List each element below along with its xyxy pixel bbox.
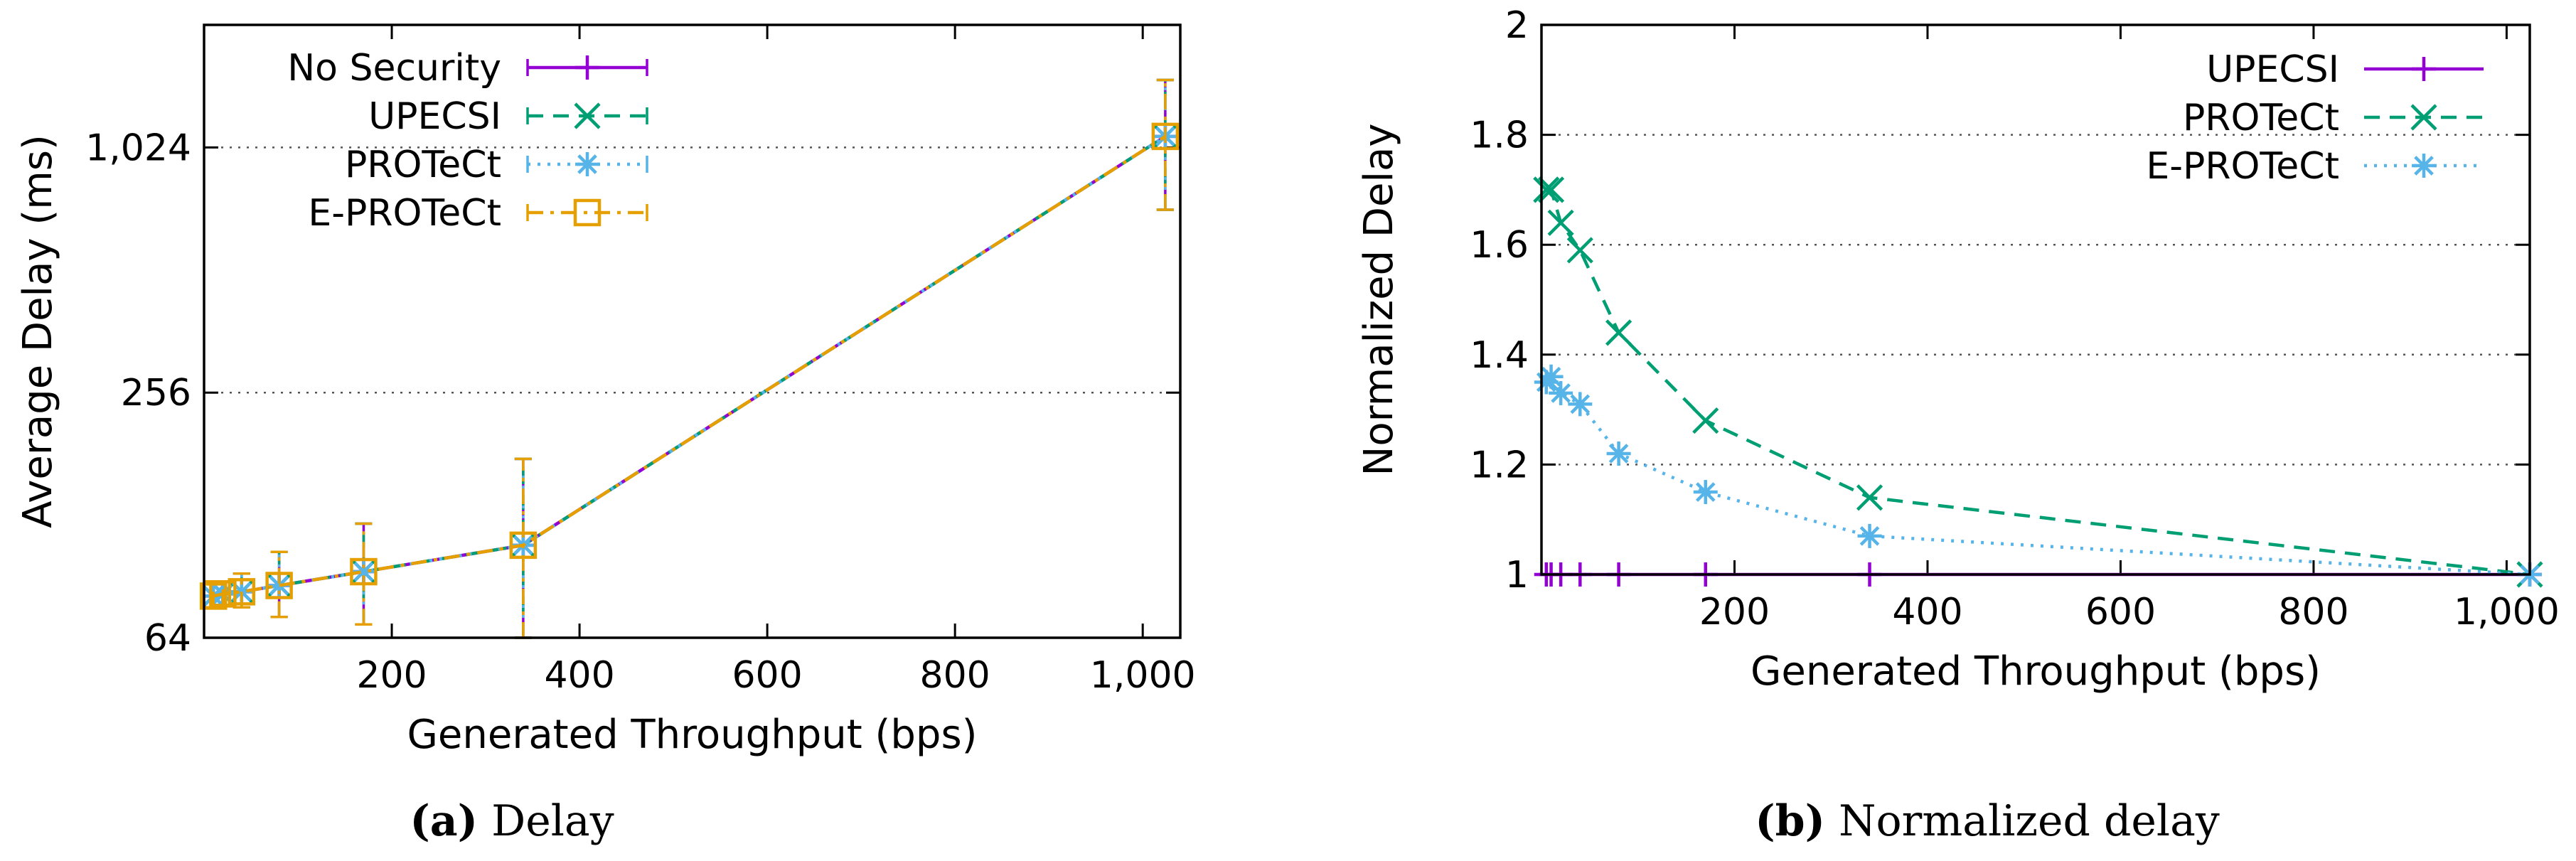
chart-b-legend: UPECSI PROTeCt E-PROTeCt xyxy=(2146,48,2484,188)
chart-b-point xyxy=(1537,176,1565,203)
chart-b-point xyxy=(1605,319,1632,346)
chart-a-xtick-label: 800 xyxy=(920,654,990,697)
chart-a-legend-marker xyxy=(575,55,599,80)
chart-b-ytick-label: 1 xyxy=(1505,554,1529,597)
chart-b-point xyxy=(1692,407,1719,434)
chart-b-ytick-label: 1.4 xyxy=(1470,334,1529,377)
chart-b-plot-frame xyxy=(1540,23,2531,576)
chart-b-ytick-label: 1.8 xyxy=(1470,114,1529,157)
chart-a-xtick-label: 400 xyxy=(544,654,614,697)
chart-b-point xyxy=(1568,392,1593,417)
chart-b-ytick-label: 1.6 xyxy=(1470,224,1529,267)
chart-b-xtick-label: 200 xyxy=(1699,591,1770,633)
chart-a-legend-marker xyxy=(573,198,602,227)
chart-b-legend-marker xyxy=(2410,104,2437,131)
caption-a-letter: (a) xyxy=(410,796,478,846)
chart-b-point xyxy=(1533,176,1560,203)
caption-a-text: Delay xyxy=(478,796,614,846)
chart-b-point xyxy=(1693,480,1718,505)
chart-a-point xyxy=(265,572,293,599)
caption-b: (b) Normalized delay xyxy=(1755,796,2220,846)
chart-b-point xyxy=(1549,380,1573,405)
chart-b-ytick-label: 1.2 xyxy=(1470,444,1529,486)
chart-b-legend-label: PROTeCt xyxy=(2183,97,2339,139)
chart-b-series-protect xyxy=(1533,176,2543,588)
chart-b-xlabel: Generated Throughput (bps) xyxy=(1751,648,2321,695)
chart-a-legend-marker xyxy=(574,102,601,129)
chart-a-point xyxy=(1151,122,1180,151)
chart-b-series-e-protect xyxy=(1534,364,2542,587)
chart-a-legend: No Security UPECSI PROTeCt E-PROTeCt xyxy=(287,47,648,235)
chart-b-series-line xyxy=(1546,188,2530,577)
chart-a-xtick-label: 1,000 xyxy=(1090,654,1196,697)
chart-b-series-line xyxy=(1545,375,2530,577)
chart-b-point xyxy=(1606,441,1631,466)
chart-b-legend-label: E-PROTeCt xyxy=(2146,145,2339,188)
chart-a-xtick-label: 600 xyxy=(732,654,802,697)
chart-b-ylabel: Normalized Delay xyxy=(1356,124,1402,476)
chart-a-legend-marker xyxy=(575,152,599,176)
chart-b-point xyxy=(1547,209,1574,236)
chart-b-legend-label: UPECSI xyxy=(2206,48,2339,91)
chart-b-ytick-label: 2 xyxy=(1505,4,1529,47)
chart-a-point xyxy=(228,578,256,606)
chart-a-legend-label: UPECSI xyxy=(368,95,501,138)
chart-a-delay: 64 256 1,024 200 400 600 800 1,000 Generated Thr… xyxy=(15,23,1196,758)
chart-b-normalized-delay: 1 1.2 1.4 1.6 1.8 2 200 400 600 800 1,000 Generated… xyxy=(1356,4,2560,695)
chart-b-xtick-label: 800 xyxy=(2278,591,2348,633)
chart-a-legend-label: E-PROTeCt xyxy=(308,192,501,235)
chart-b-point xyxy=(1566,237,1593,264)
chart-b-xtick-label: 600 xyxy=(2085,591,2156,633)
chart-a-point xyxy=(209,580,237,608)
caption-b-letter: (b) xyxy=(1755,796,1825,846)
chart-b-point xyxy=(1857,523,1882,548)
chart-a-plot-frame xyxy=(203,23,1182,639)
chart-b-point xyxy=(1856,484,1883,511)
caption-a: (a) Delay xyxy=(410,796,614,846)
chart-b-point xyxy=(1539,364,1564,389)
chart-a-point xyxy=(199,582,228,610)
chart-b-legend-marker xyxy=(2412,154,2436,178)
chart-a-series-e-protect xyxy=(199,78,1180,639)
chart-a-ytick-label: 64 xyxy=(144,617,191,660)
chart-b-legend-marker xyxy=(2412,57,2436,81)
chart-b-xtick-label: 1,000 xyxy=(2454,591,2560,633)
chart-a-xtick-label: 200 xyxy=(356,654,427,697)
chart-a-ylabel: Average Delay (ms) xyxy=(15,134,61,528)
chart-a-ytick-label: 1,024 xyxy=(85,127,191,169)
chart-a-point xyxy=(509,531,538,560)
caption-b-text: Normalized delay xyxy=(1825,796,2220,846)
chart-a-legend-label: No Security xyxy=(287,47,501,90)
chart-a-point xyxy=(350,557,378,586)
chart-a-ytick-label: 256 xyxy=(121,372,191,415)
chart-a-legend-label: PROTeCt xyxy=(345,144,501,186)
chart-b-xtick-label: 400 xyxy=(1892,591,1962,633)
chart-a-xlabel: Generated Throughput (bps) xyxy=(407,712,978,758)
